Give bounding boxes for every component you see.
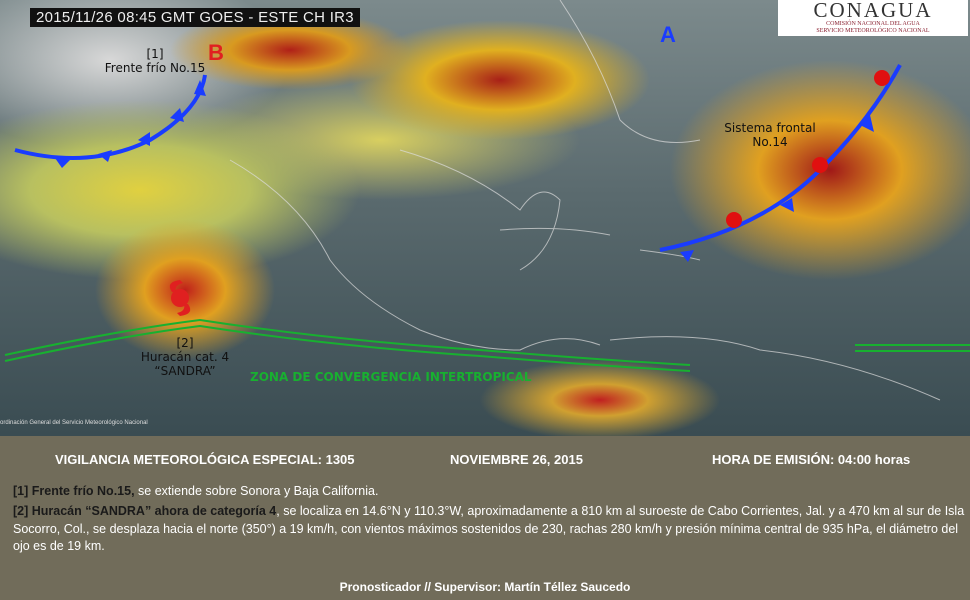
map-overlay: [4, 0, 970, 401]
hurricane-icon: [169, 280, 191, 316]
satellite-map: 2015/11/26 08:45 GMT GOES - ESTE CH IR3 …: [0, 0, 970, 436]
front2-label: Sistema frontal No.14: [724, 121, 816, 149]
frontal-system-14: [659, 64, 902, 252]
footer-signature: Pronosticador // Supervisor: Martín Téll…: [339, 580, 631, 594]
bulletin-date: NOVIEMBRE 26, 2015: [450, 452, 583, 467]
cold-front-1-triangles: [55, 80, 206, 168]
credit-text: ordinación General del Servicio Meteorol…: [0, 420, 148, 426]
item-2: [2] Huracán “SANDRA” ahora de categoría …: [13, 504, 965, 553]
itcz-label: ZONA DE CONVERGENCIA INTERTROPICAL: [250, 370, 532, 384]
item-1: [1] Frente frío No.15, se extiende sobre…: [13, 484, 379, 498]
conagua-logo: CONAGUA COMISIÓN NACIONAL DEL AGUA SERVI…: [778, 0, 968, 36]
bulletin-time: HORA DE EMISIÓN: 04:00 horas: [712, 452, 911, 467]
low-pressure-label: B: [208, 40, 224, 65]
frontal-system-14-symbols: [680, 70, 890, 262]
front1-label: [1] Frente frío No.15: [104, 47, 206, 75]
bulletin-number: VIGILANCIA METEOROLÓGICA ESPECIAL: 1305: [55, 452, 355, 467]
coastlines: [229, 0, 941, 401]
image-title: 2015/11/26 08:45 GMT GOES - ESTE CH IR3: [30, 8, 360, 27]
itcz: [4, 318, 970, 372]
hurricane-label: [2] Huracán cat. 4 “SANDRA”: [140, 336, 230, 378]
high-pressure-label: A: [660, 22, 676, 47]
